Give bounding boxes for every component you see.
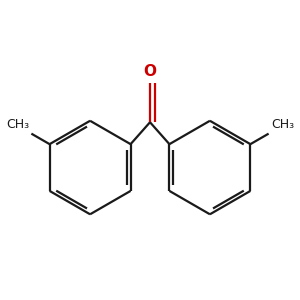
Text: CH₃: CH₃ xyxy=(271,118,294,131)
Text: O: O xyxy=(143,64,157,79)
Text: CH₃: CH₃ xyxy=(6,118,29,131)
